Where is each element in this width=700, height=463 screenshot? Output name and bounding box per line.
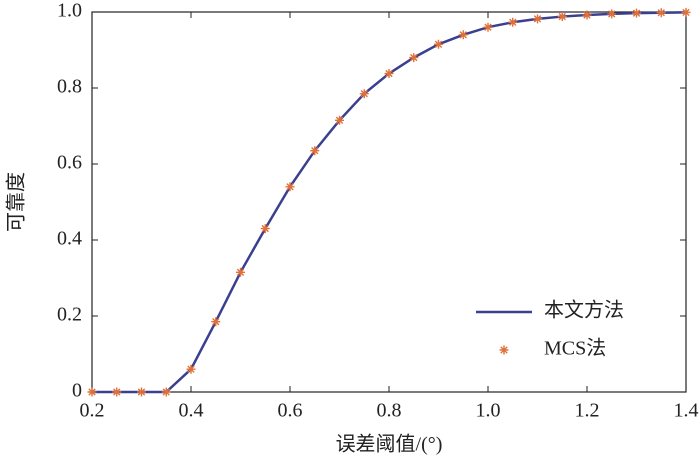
y-tick-label: 1.0 [57,0,82,22]
x-tick-label: 0.8 [377,400,402,422]
marker [384,69,394,79]
marker [310,146,320,156]
marker [483,22,493,32]
marker [434,39,443,49]
x-tick-label: 0.6 [278,400,303,422]
marker [359,89,369,99]
marker [112,387,122,397]
x-tick-label: 0.2 [80,400,105,422]
marker [186,364,196,374]
y-tick-label: 0.8 [57,76,82,98]
plot-frame [91,11,687,393]
marker [87,387,97,397]
marker [632,8,641,18]
marker [137,387,146,397]
legend-label: MCS法 [544,337,606,360]
marker [508,17,518,27]
marker [236,267,245,277]
x-tick-label: 1.2 [575,400,600,422]
marker [335,115,344,125]
marker [260,224,270,234]
x-tick-label: 1.4 [674,400,699,422]
y-tick-label: 0.4 [57,228,82,250]
marker [285,182,295,192]
x-tick-label: 0.4 [179,400,204,422]
marker [211,317,221,327]
marker [557,12,567,22]
y-tick-label: 0.2 [57,304,82,326]
marker [458,30,468,40]
marker [161,387,171,397]
marker [533,14,542,24]
marker [656,8,666,18]
x-tick-label: 1.0 [476,400,501,422]
marker [409,53,419,63]
legend-label: 本文方法 [544,299,624,322]
marker [607,9,617,19]
marker [681,7,691,17]
y-tick-label: 0.6 [57,152,82,174]
y-axis-label: 可靠度 [5,172,28,232]
legend-marker [499,345,509,355]
x-axis-label: 误差阈值/(°) [336,433,443,456]
y-tick-label: 0 [72,380,82,402]
marker [582,10,592,20]
